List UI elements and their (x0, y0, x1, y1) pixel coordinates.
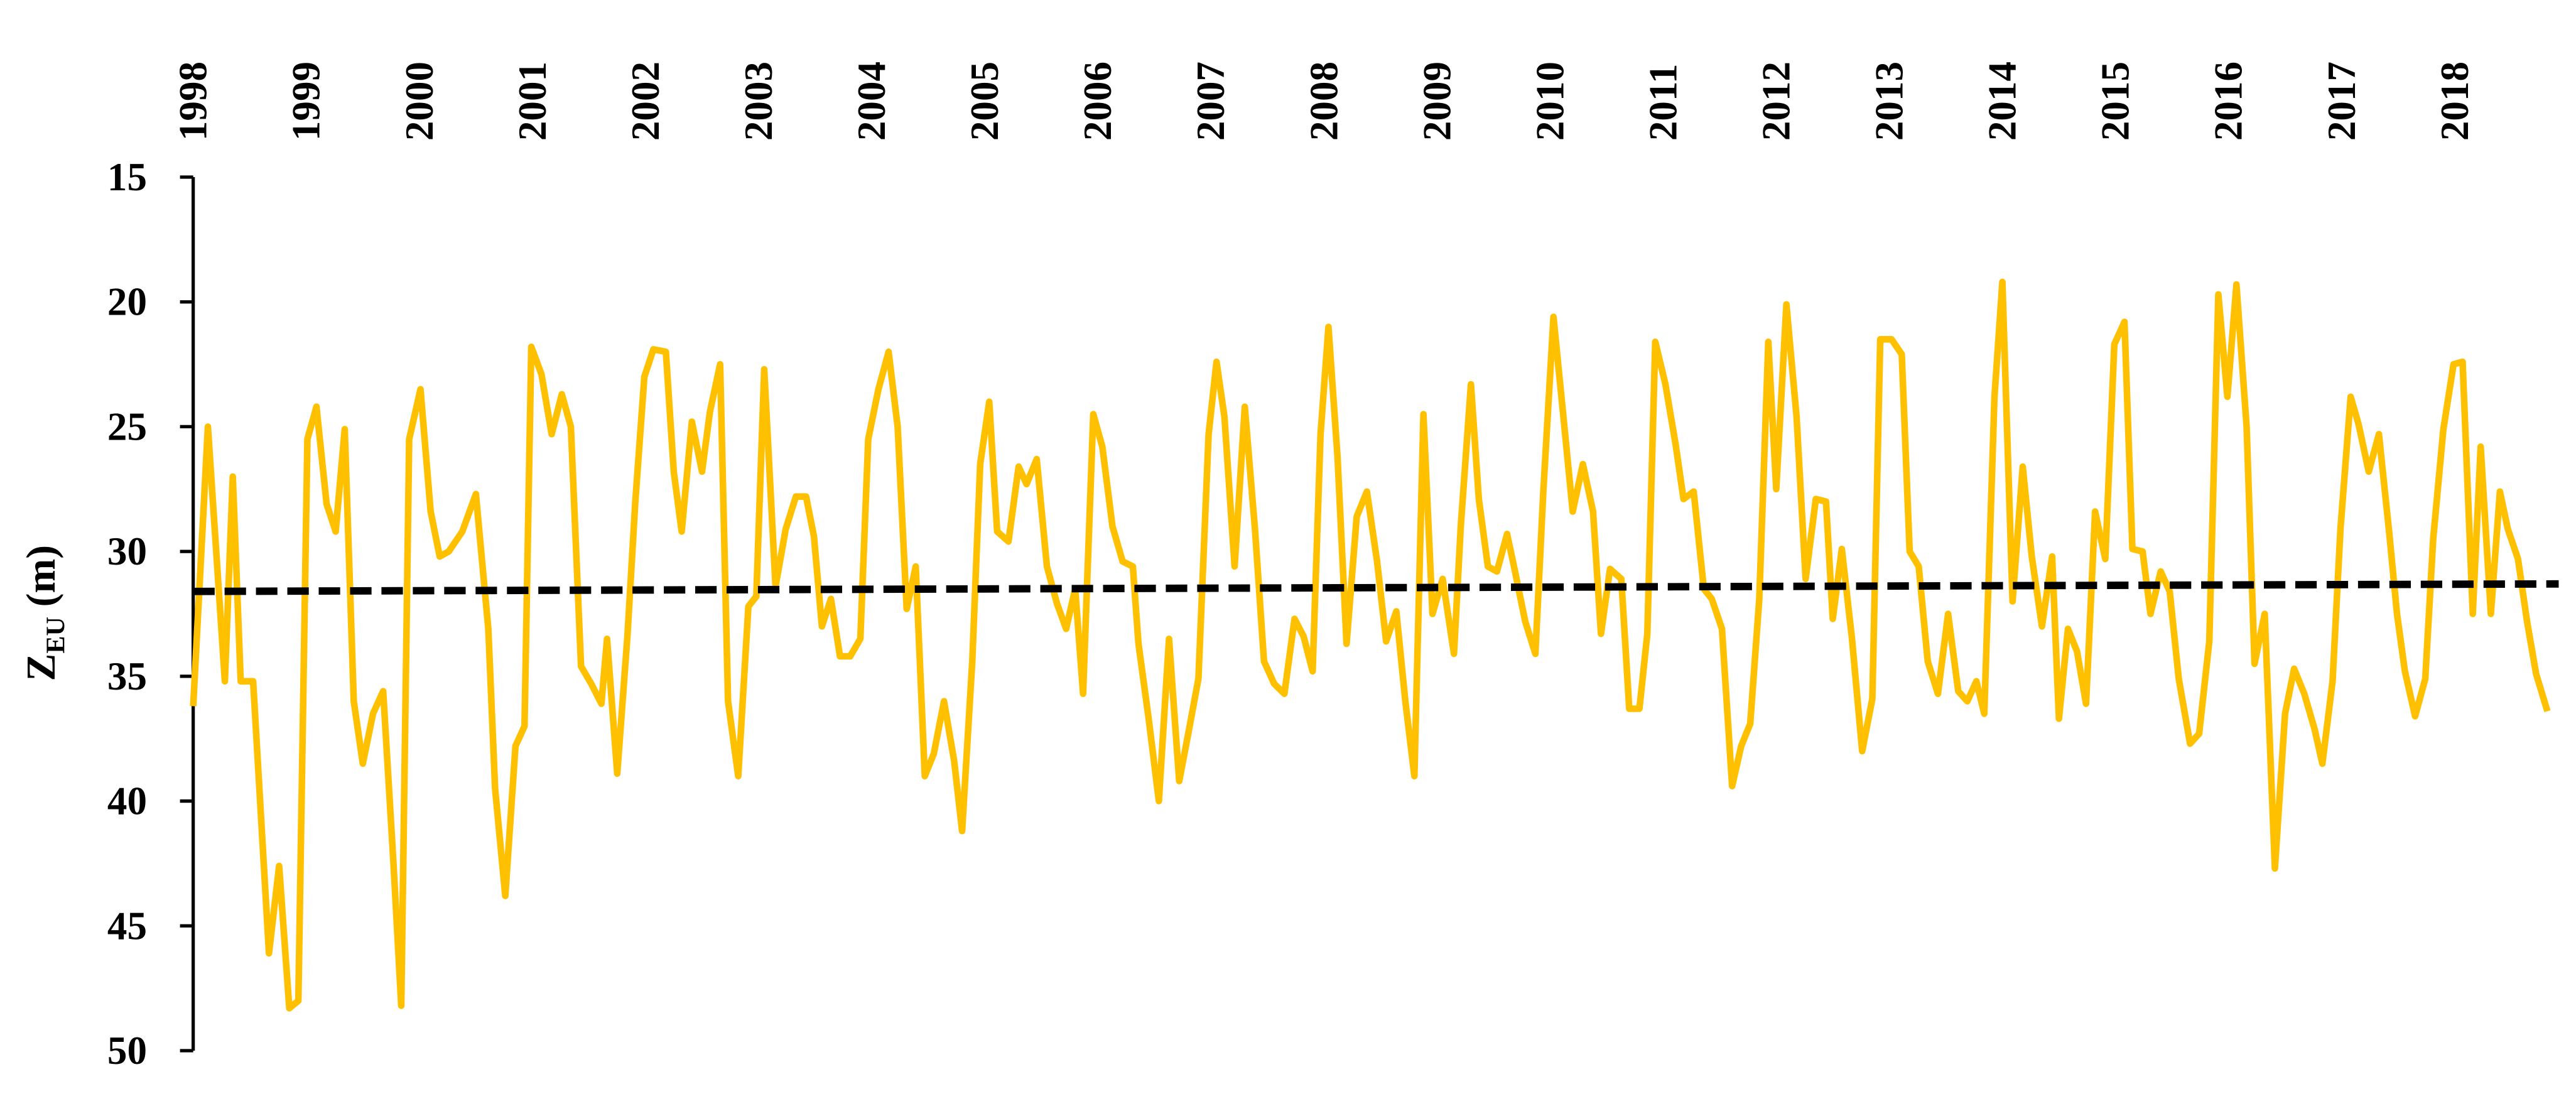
x-tick-label: 2017 (2320, 62, 2364, 141)
y-axis-label: ZEU (m) (18, 545, 71, 681)
x-tick-label: 2016 (2207, 62, 2251, 141)
x-tick-label: 2013 (1868, 62, 1912, 141)
y-label-symbol: Z (18, 654, 64, 681)
x-tick-label: 2007 (1189, 62, 1233, 141)
x-tick-label: 2004 (850, 62, 894, 141)
y-label-unit: (m) (18, 545, 64, 607)
y-tick-label: 45 (107, 904, 147, 948)
x-tick-label: 2010 (1528, 62, 1572, 141)
trend-line (193, 580, 2559, 595)
x-tick-label: 2005 (963, 62, 1007, 141)
y-tick-label: 35 (107, 654, 147, 698)
x-tick-label: 2011 (1641, 63, 1685, 141)
x-tick-label: 2012 (1754, 62, 1798, 141)
x-tick-label: 2006 (1076, 62, 1120, 141)
x-tick-label: 2002 (624, 62, 668, 141)
y-tick-label: 20 (107, 280, 147, 324)
x-tick-label: 2015 (2094, 62, 2138, 141)
x-tick-label: 2014 (1981, 62, 2025, 141)
y-tick-label: 30 (107, 529, 147, 573)
y-tick-label: 50 (107, 1029, 147, 1073)
x-tick-label: 2018 (2433, 62, 2477, 141)
y-tick-label: 40 (107, 779, 147, 823)
x-tick-label: 2009 (1415, 62, 1459, 141)
x-tick-label: 2003 (737, 62, 781, 141)
data-line (190, 278, 2551, 1012)
x-tick-label: 2000 (398, 62, 441, 141)
x-tick-label: 2001 (511, 62, 555, 141)
x-tick-label: 1999 (284, 62, 328, 141)
y-label-subscript: EU (42, 617, 71, 653)
y-tick-label: 25 (107, 404, 147, 448)
x-tick-label: 1998 (171, 62, 215, 141)
y-tick-label: 15 (107, 155, 147, 199)
x-tick-label: 2008 (1302, 62, 1346, 141)
